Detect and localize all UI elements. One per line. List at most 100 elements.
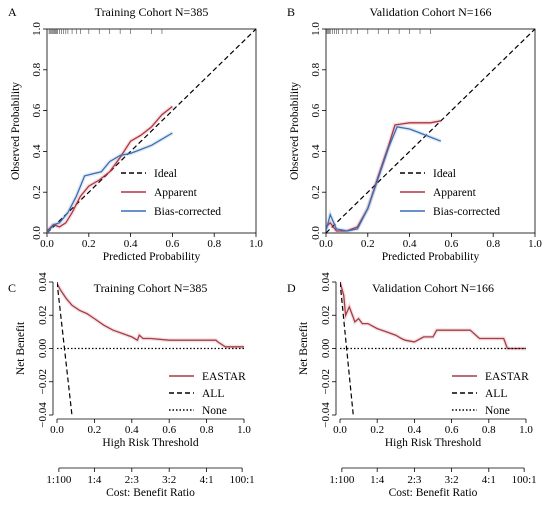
secondary-axis-label: Cost: Benefit Ratio [389, 487, 478, 499]
x-tick-label: 0.6 [445, 238, 459, 250]
x-tick-label: 0.8 [486, 238, 500, 250]
chart-title: Training Cohort N=385 [95, 5, 209, 19]
y-tick-label: 0.04 [37, 272, 49, 292]
series-line [326, 28, 536, 234]
x-axis-label: Predicted Probability [382, 251, 480, 263]
secondary-tick-label: 3:2 [162, 474, 176, 486]
y-axis-label: Observed Probability [289, 82, 301, 180]
y-tick-label: 0.00 [37, 338, 49, 358]
series-line [47, 105, 173, 232]
panel-letter: B [287, 5, 295, 19]
x-tick-label: 0.2 [370, 424, 384, 436]
x-tick-label: 0.2 [82, 238, 96, 250]
y-tick-label: 0.6 [31, 103, 43, 117]
secondary-tick-label: 1:4 [87, 474, 102, 486]
secondary-tick-label: 1:4 [370, 474, 385, 486]
series-line [47, 28, 257, 234]
y-tick-label: 0.2 [310, 185, 322, 199]
legend-label: Ideal [433, 168, 456, 180]
y-tick-label: −0.04 [37, 402, 49, 428]
x-tick-label: 1.0 [528, 238, 542, 250]
panel-c: C Training Cohort N=385 0.0 0.2 0.4 0.6 0.8 1.0… [8, 272, 255, 499]
y-tick-label: 0.02 [320, 306, 332, 325]
x-tick-label: 0.6 [445, 424, 459, 436]
panel-letter: A [8, 5, 17, 19]
panel-a: A Training Cohort N=385 0.0 0.2 0.4 0.6 0.8 1.0… [8, 5, 263, 263]
x-tick-label: 0.4 [124, 238, 138, 250]
y-tick-label: 0.2 [31, 185, 43, 199]
panel-b: B Validation Cohort N=166 0.0 0.2 0.4 0.6 0.8 1… [287, 5, 542, 263]
y-tick-label: −0.02 [37, 369, 49, 394]
x-tick-label: 0.8 [200, 424, 214, 436]
secondary-tick-label: 2:3 [125, 474, 140, 486]
x-tick-label: 1.0 [237, 424, 251, 436]
y-axis-label: Observed Probability [10, 82, 22, 180]
secondary-tick-label: 4:1 [200, 474, 214, 486]
x-tick-label: 0.4 [403, 238, 417, 250]
x-axis-label: Predicted Probability [103, 251, 201, 263]
chart-title: Training Cohort N=385 [94, 281, 208, 295]
legend-label: Ideal [154, 168, 177, 180]
x-tick-label: 0.8 [207, 238, 221, 250]
y-tick-label: 0.02 [37, 306, 49, 325]
y-tick-label: 0.8 [310, 62, 322, 76]
series-line [326, 126, 442, 232]
series-line [57, 281, 73, 417]
series-line [340, 281, 526, 350]
y-tick-label: −0.02 [320, 369, 332, 394]
secondary-tick-label: 2:3 [407, 474, 422, 486]
x-tick-label: 0.2 [88, 424, 102, 436]
y-tick-label: −0.04 [320, 402, 332, 428]
x-tick-label: 1.0 [519, 424, 533, 436]
secondary-axis-label: Cost: Benefit Ratio [106, 487, 195, 499]
series-line [340, 281, 355, 417]
x-tick-label: 1.0 [249, 238, 263, 250]
legend-label: ALL [202, 388, 224, 400]
legend-label: Apparent [433, 187, 477, 199]
y-tick-label: 0.04 [320, 272, 332, 292]
x-tick-label: 0.4 [125, 424, 139, 436]
secondary-tick-label: 3:2 [445, 474, 459, 486]
x-axis-label: High Risk Threshold [385, 437, 482, 449]
y-tick-label: 0.0 [31, 226, 43, 240]
series-line [57, 283, 244, 348]
y-tick-label: 0.6 [310, 103, 322, 117]
series-band [47, 131, 174, 235]
secondary-tick-label: 100:1 [230, 474, 255, 486]
y-axis-label: Net Benefit [298, 321, 310, 375]
x-axis-label: High Risk Threshold [102, 437, 199, 449]
legend-label: Bias-corrected [433, 206, 500, 218]
x-tick-label: 0.4 [408, 424, 422, 436]
legend-label: ALL [485, 388, 507, 400]
legend-label: None [202, 405, 227, 417]
chart-title: Validation Cohort N=166 [369, 5, 491, 19]
panel-letter: D [287, 281, 296, 295]
series-line [47, 132, 173, 234]
secondary-tick-label: 4:1 [482, 474, 496, 486]
y-tick-label: 0.00 [320, 338, 332, 358]
x-tick-label: 0.6 [166, 238, 180, 250]
legend-label: Apparent [154, 187, 198, 199]
x-tick-label: 0.0 [50, 424, 64, 436]
x-tick-label: 0.6 [162, 424, 176, 436]
panel-d: D Validation Cohort N=166 0.0 0.2 0.4 0.6 0.8 1… [287, 272, 537, 499]
legend-label: None [485, 405, 510, 417]
y-axis-label: Net Benefit [15, 321, 27, 375]
chart-title: Validation Cohort N=166 [372, 281, 494, 295]
legend-label: EASTAR [202, 371, 246, 383]
legend-label: Bias-corrected [154, 206, 221, 218]
y-tick-label: 0.0 [310, 226, 322, 240]
y-tick-label: 0.4 [31, 144, 43, 158]
panel-letter: C [8, 281, 16, 295]
y-tick-label: 0.4 [310, 144, 322, 158]
y-tick-label: 1.0 [310, 22, 322, 36]
x-tick-label: 0.0 [333, 424, 347, 436]
x-tick-label: 0.0 [40, 238, 54, 250]
secondary-tick-label: 1:100 [46, 474, 72, 486]
y-tick-label: 1.0 [31, 22, 43, 36]
secondary-tick-label: 1:100 [329, 474, 355, 486]
x-tick-label: 0.0 [319, 238, 333, 250]
secondary-tick-label: 100:1 [512, 474, 537, 486]
y-tick-label: 0.8 [31, 62, 43, 76]
